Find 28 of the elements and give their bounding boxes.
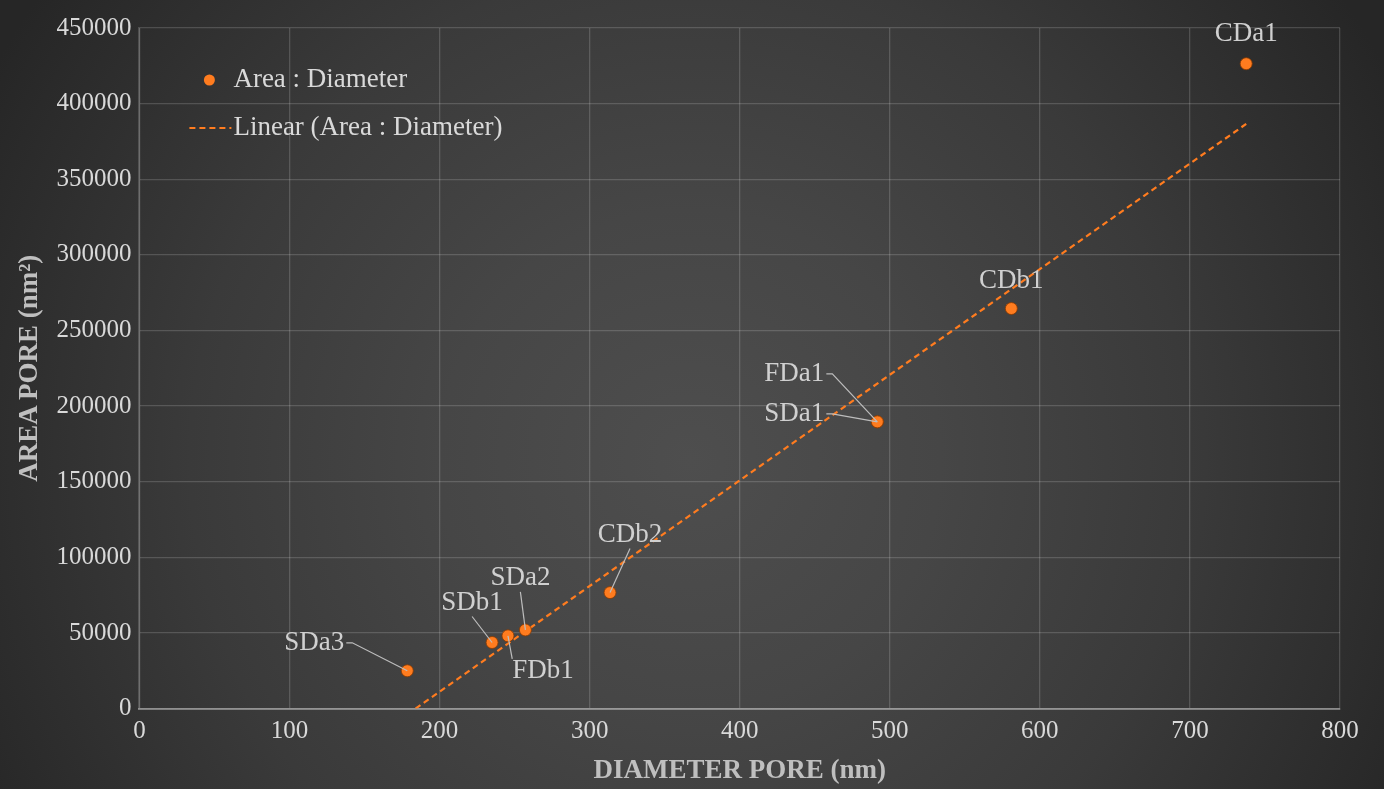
y-axis-title: AREA PORE (nm²) xyxy=(13,254,44,482)
y-tick-label: 50000 xyxy=(68,617,132,645)
y-tick-label: 350000 xyxy=(56,163,132,191)
x-tick-label: 600 xyxy=(1021,716,1059,744)
x-tick-label: 500 xyxy=(871,716,909,744)
annotation: SDa1 xyxy=(764,396,825,427)
y-tick-label: 150000 xyxy=(56,466,132,494)
x-axis-title: DIAMETER PORE (nm) xyxy=(593,753,886,784)
y-tick-label: 200000 xyxy=(56,390,132,418)
annotation: CDb2 xyxy=(597,517,663,548)
x-tick-label: 100 xyxy=(270,716,309,744)
y-tick-label: 300000 xyxy=(56,239,132,267)
legend-label: Area : Diameter xyxy=(233,63,408,94)
y-tick-label: 450000 xyxy=(56,12,132,40)
x-tick-label: 200 xyxy=(420,716,459,744)
annotation: SDa3 xyxy=(284,625,345,656)
y-tick-label: 100000 xyxy=(56,541,132,569)
y-tick-label: 400000 xyxy=(56,88,132,116)
x-tick-label: 800 xyxy=(1321,716,1359,744)
x-tick-label: 300 xyxy=(570,716,609,744)
legend-label: Linear (Area : Diameter) xyxy=(233,111,503,142)
y-tick-label: 0 xyxy=(118,693,132,721)
annotation: FDa1 xyxy=(764,356,825,387)
annotation: FDb1 xyxy=(512,653,574,684)
annotation: CDa1 xyxy=(1214,16,1278,47)
x-tick-label: 700 xyxy=(1171,716,1209,744)
y-tick-label: 250000 xyxy=(56,315,132,343)
x-tick-label: 400 xyxy=(720,716,759,744)
